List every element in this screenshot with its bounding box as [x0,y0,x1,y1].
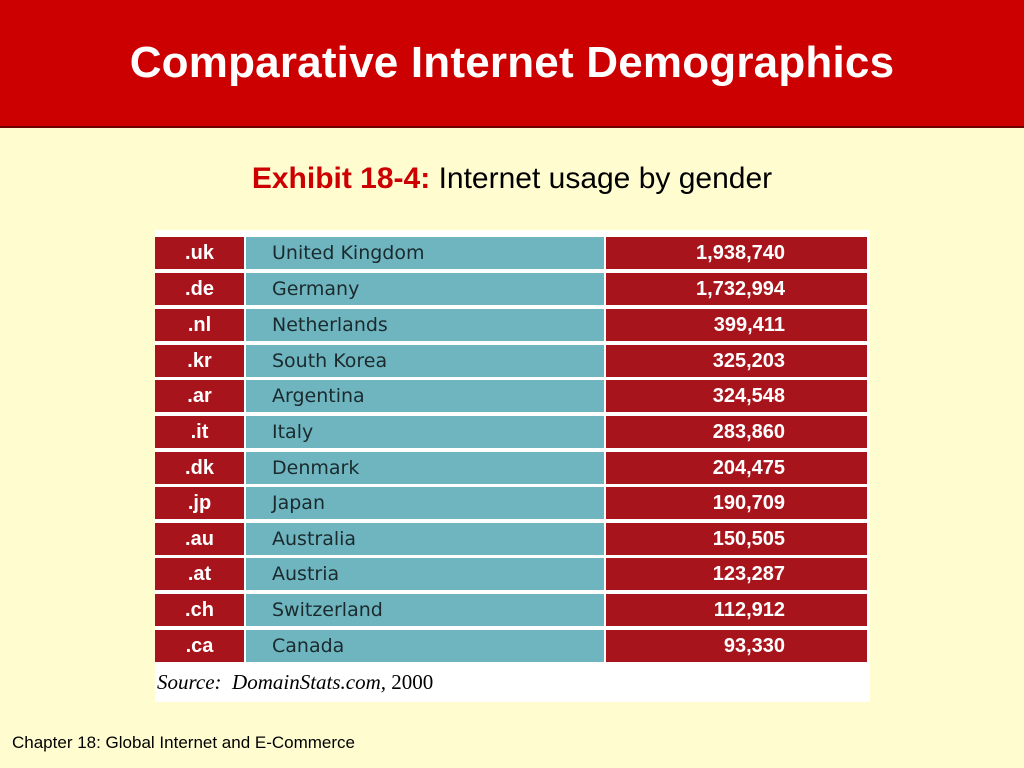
value-cell: 123,287 [606,558,867,590]
value-cell: 325,203 [606,345,867,377]
value-cell: 190,709 [606,487,867,519]
value-cell: 1,938,740 [606,237,867,269]
table-row: .ca Canada 93,330 [155,630,867,662]
country-cell: Netherlands [246,309,606,341]
country-cell: Denmark [246,452,606,484]
domain-code-cell: .kr [155,345,246,377]
country-cell: Japan [246,487,606,519]
exhibit-caption: Exhibit 18-4: Internet usage by gender [0,162,1024,196]
domain-code-cell: .uk [155,237,246,269]
value-cell: 283,860 [606,416,867,448]
country-cell: Argentina [246,380,606,412]
value-cell: 93,330 [606,630,867,662]
table-row: .it Italy 283,860 [155,416,867,448]
country-cell: South Korea [246,345,606,377]
table-row: .ch Switzerland 112,912 [155,594,867,626]
table-row: .ar Argentina 324,548 [155,380,867,412]
domain-code-cell: .it [155,416,246,448]
table-row: .uk United Kingdom 1,938,740 [155,237,867,269]
country-cell: United Kingdom [246,237,606,269]
domain-code-cell: .au [155,523,246,555]
table-row: .nl Netherlands 399,411 [155,309,867,341]
domain-table: .uk United Kingdom 1,938,740 .de Germany 1,73… [155,230,870,702]
table-row: .au Australia 150,505 [155,523,867,555]
table-row: .at Austria 123,287 [155,558,867,590]
value-cell: 150,505 [606,523,867,555]
table-row: .dk Denmark 204,475 [155,452,867,484]
table-row: .kr South Korea 325,203 [155,345,867,377]
source-note: Source: DomainStats.com, 2000 [157,670,433,695]
exhibit-description: Internet usage by gender [438,162,773,195]
domain-code-cell: .ca [155,630,246,662]
chapter-footer: Chapter 18: Global Internet and E-Commer… [12,733,356,752]
country-cell: Australia [246,523,606,555]
source-year: 2000 [391,670,434,694]
country-cell: Germany [246,273,606,305]
source-site: DomainStats.com, [232,670,387,694]
domain-code-cell: .ch [155,594,246,626]
exhibit-label: Exhibit 18-4: [251,162,431,195]
table-row: .jp Japan 190,709 [155,487,867,519]
table-row: .de Germany 1,732,994 [155,273,867,305]
value-cell: 399,411 [606,309,867,341]
value-cell: 112,912 [606,594,867,626]
slide-title: Comparative Internet Demographics [129,38,895,87]
title-bar: Comparative Internet Demographics [0,0,1024,128]
domain-code-cell: .dk [155,452,246,484]
domain-code-cell: .jp [155,487,246,519]
domain-code-cell: .at [155,558,246,590]
value-cell: 1,732,994 [606,273,867,305]
country-cell: Canada [246,630,606,662]
value-cell: 324,548 [606,380,867,412]
domain-code-cell: .de [155,273,246,305]
source-prefix: Source: [157,670,222,694]
domain-code-cell: .nl [155,309,246,341]
country-cell: Austria [246,558,606,590]
value-cell: 204,475 [606,452,867,484]
country-cell: Italy [246,416,606,448]
country-cell: Switzerland [246,594,606,626]
domain-code-cell: .ar [155,380,246,412]
